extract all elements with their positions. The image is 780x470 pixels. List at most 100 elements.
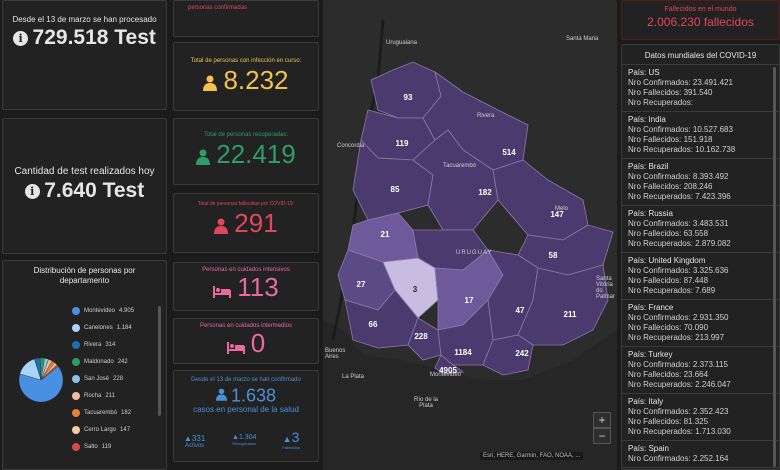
country-confirmados: Nro Confirmados: 2.352.423 — [628, 407, 729, 416]
department-case-count: 21 — [381, 230, 390, 239]
country-item[interactable]: País: Russia Nro Confirmados: 3.483.531 Nr… — [622, 206, 779, 253]
department-rocha[interactable] — [517, 264, 609, 346]
country-item[interactable]: País: India Nro Confirmados: 10.527.683 Nr… — [622, 112, 779, 159]
tests-since-value: 729.518 Test — [32, 26, 156, 49]
country-fallecidos: Nro Fallecidos: 391.540 — [628, 88, 713, 97]
country-pais: País: Turkey — [628, 350, 673, 359]
bed-icon — [226, 332, 245, 358]
country-item[interactable]: País: Turkey Nro Confirmados: 2.373.115 Nr… — [622, 347, 779, 394]
department-case-count: 93 — [404, 93, 413, 102]
health-staff-activos: ▲331 Activos — [184, 434, 206, 449]
pie-slice[interactable] — [18, 366, 64, 403]
legend-label: Maldonado — [84, 359, 114, 365]
department-case-count: 211 — [564, 310, 577, 319]
city-label-buenos-aires: Buenos Aires — [325, 348, 346, 360]
world-scrollbar[interactable] — [773, 67, 776, 467]
legend-value: 242 — [117, 359, 128, 365]
health-staff-label: Desde el 13 de marzo se han confirmado — [191, 377, 301, 383]
health-staff-value: 1.638 — [230, 385, 277, 406]
department-case-count: 147 — [550, 210, 564, 219]
distribution-pie-chart — [18, 357, 64, 403]
zoom-out-button[interactable]: − — [593, 428, 611, 444]
city-label-la-plata: La Plata — [342, 374, 365, 380]
legend-color-dot — [72, 409, 80, 417]
country-item[interactable]: País: United Kingdom Nro Confirmados: 3.3… — [622, 253, 779, 300]
country-recuperados: Nro Recuperados: 7.689 — [628, 286, 716, 295]
country-item[interactable]: País: Spain Nro Confirmados: 2.252.164 — [622, 441, 779, 468]
country-recuperados: Nro Recuperados: 2.246.047 — [628, 380, 731, 389]
distribution-legend-item: Canelones 1.184 — [72, 324, 132, 332]
country-recuperados: Nro Recuperados: 2.879.082 — [628, 239, 731, 248]
country-item[interactable]: País: Brazil Nro Confirmados: 8.393.492 Nr… — [622, 159, 779, 206]
confirmed-panel: personas confirmadas — [173, 0, 319, 37]
uruguay-map[interactable]: 93 119 514 85 182 147 21 58 27 3 17 47 211 66 228 1184 2… — [323, 0, 617, 470]
deaths-panel: Total de personas fallecidas por COVID-1… — [173, 193, 319, 253]
department-maldonado[interactable] — [482, 334, 534, 376]
world-country-list[interactable]: País: US Nro Confirmados: 23.491.421 Nro F… — [622, 65, 779, 468]
department-case-count: 119 — [396, 139, 409, 148]
country-confirmados: Nro Confirmados: 2.373.115 — [628, 360, 728, 369]
map-panel[interactable]: 93 119 514 85 182 147 21 58 27 3 17 47 211 66 228 1184 2… — [323, 0, 617, 470]
distribution-legend-item: Rocha 211 — [72, 392, 115, 400]
person-icon — [215, 385, 227, 405]
country-recuperados: Nro Recuperados: — [628, 98, 693, 107]
legend-color-dot — [72, 392, 80, 400]
active-label: Total de personas con infección en curso… — [190, 58, 302, 64]
country-confirmados: Nro Confirmados: 10.527.683 — [628, 125, 733, 134]
country-fallecidos: Nro Fallecidos: 87.448 — [628, 276, 709, 285]
department-case-count: 182 — [478, 188, 492, 197]
country-item[interactable]: País: France Nro Confirmados: 2.931.350 Nr… — [622, 300, 779, 347]
world-data-panel: Datos mundiales del COVID-19 País: US Nro… — [621, 44, 780, 470]
country-item[interactable]: País: US Nro Confirmados: 23.491.421 Nro F… — [622, 65, 779, 112]
zoom-in-button[interactable]: + — [593, 412, 611, 428]
person-icon — [196, 141, 211, 171]
tests-today-panel: Cantidad de test realizados hoy i 7.640 … — [2, 118, 167, 254]
pie-slice[interactable] — [40, 364, 59, 381]
legend-value: 211 — [105, 393, 115, 399]
city-label-montevideo: Montevideo — [430, 372, 462, 378]
health-staff-sublabel: casos en personal de la salud — [193, 405, 299, 415]
department-san-jose[interactable] — [407, 317, 442, 361]
country-item[interactable]: País: Italy Nro Confirmados: 2.352.423 Nro… — [622, 394, 779, 441]
water-label-rio-de-la-plata: Río de la Plata — [413, 397, 438, 409]
country-pais: País: Spain — [628, 444, 669, 453]
recovered-value: 22.419 — [216, 139, 296, 169]
icu-label: Personas en cuidados intensivos — [202, 267, 290, 273]
icu-panel: Personas en cuidados intensivos 113 — [173, 262, 319, 311]
tests-today-value: 7.640 Test — [44, 179, 145, 202]
department-case-count: 85 — [391, 185, 400, 194]
country-fallecidos: Nro Fallecidos: 70.090 — [628, 323, 709, 332]
country-fallecidos: Nro Fallecidos: 151.918 — [628, 135, 713, 144]
country-confirmados: Nro Confirmados: 2.252.164 — [628, 454, 729, 463]
map-attribution: Esri, HERE, Garmin, FAO, NOAA, ... — [480, 452, 584, 460]
legend-label: Tacuarembó — [84, 410, 118, 416]
country-label-uruguay: URUGUAY — [456, 250, 493, 256]
health-staff-recuperados: ▲1.304 Recuperados — [232, 434, 257, 446]
country-pais: País: France — [628, 303, 674, 312]
distribution-legend-item: Salto 119 — [72, 443, 111, 451]
department-montevideo[interactable] — [434, 354, 465, 375]
department-case-count: 1184 — [454, 348, 472, 357]
legend-value: 1.184 — [116, 325, 132, 331]
active-panel: Total de personas con infección en curso… — [173, 42, 319, 111]
person-icon: ▲ — [184, 434, 192, 443]
country-recuperados: Nro Recuperados: 7.423.396 — [628, 192, 731, 201]
country-confirmados: Nro Confirmados: 8.393.492 — [628, 172, 729, 181]
bed-icon — [213, 276, 232, 302]
distribution-legend-item: Rivera 314 — [72, 341, 115, 349]
info-icon: i — [13, 30, 29, 46]
department-case-count: 3 — [413, 285, 418, 294]
icu-value: 113 — [237, 272, 279, 302]
recovered-label: Total de personas recuperadas: — [203, 132, 289, 138]
distribution-legend-item: Maldonado 242 — [72, 358, 128, 366]
department-case-count: 66 — [369, 320, 378, 329]
department-case-count: 514 — [502, 148, 516, 157]
tests-since-label: Desde el 13 de marzo se han procesado — [12, 15, 157, 24]
legend-value: 228 — [113, 376, 124, 382]
country-recuperados: Nro Recuperados: 1.713.030 — [628, 427, 731, 436]
legend-color-dot — [72, 307, 80, 315]
legend-color-dot — [72, 426, 80, 434]
distribution-scrollbar[interactable] — [158, 306, 161, 416]
legend-value: 182 — [121, 410, 132, 416]
intermediate-label: Personas en cuidados intermedios — [199, 323, 293, 329]
